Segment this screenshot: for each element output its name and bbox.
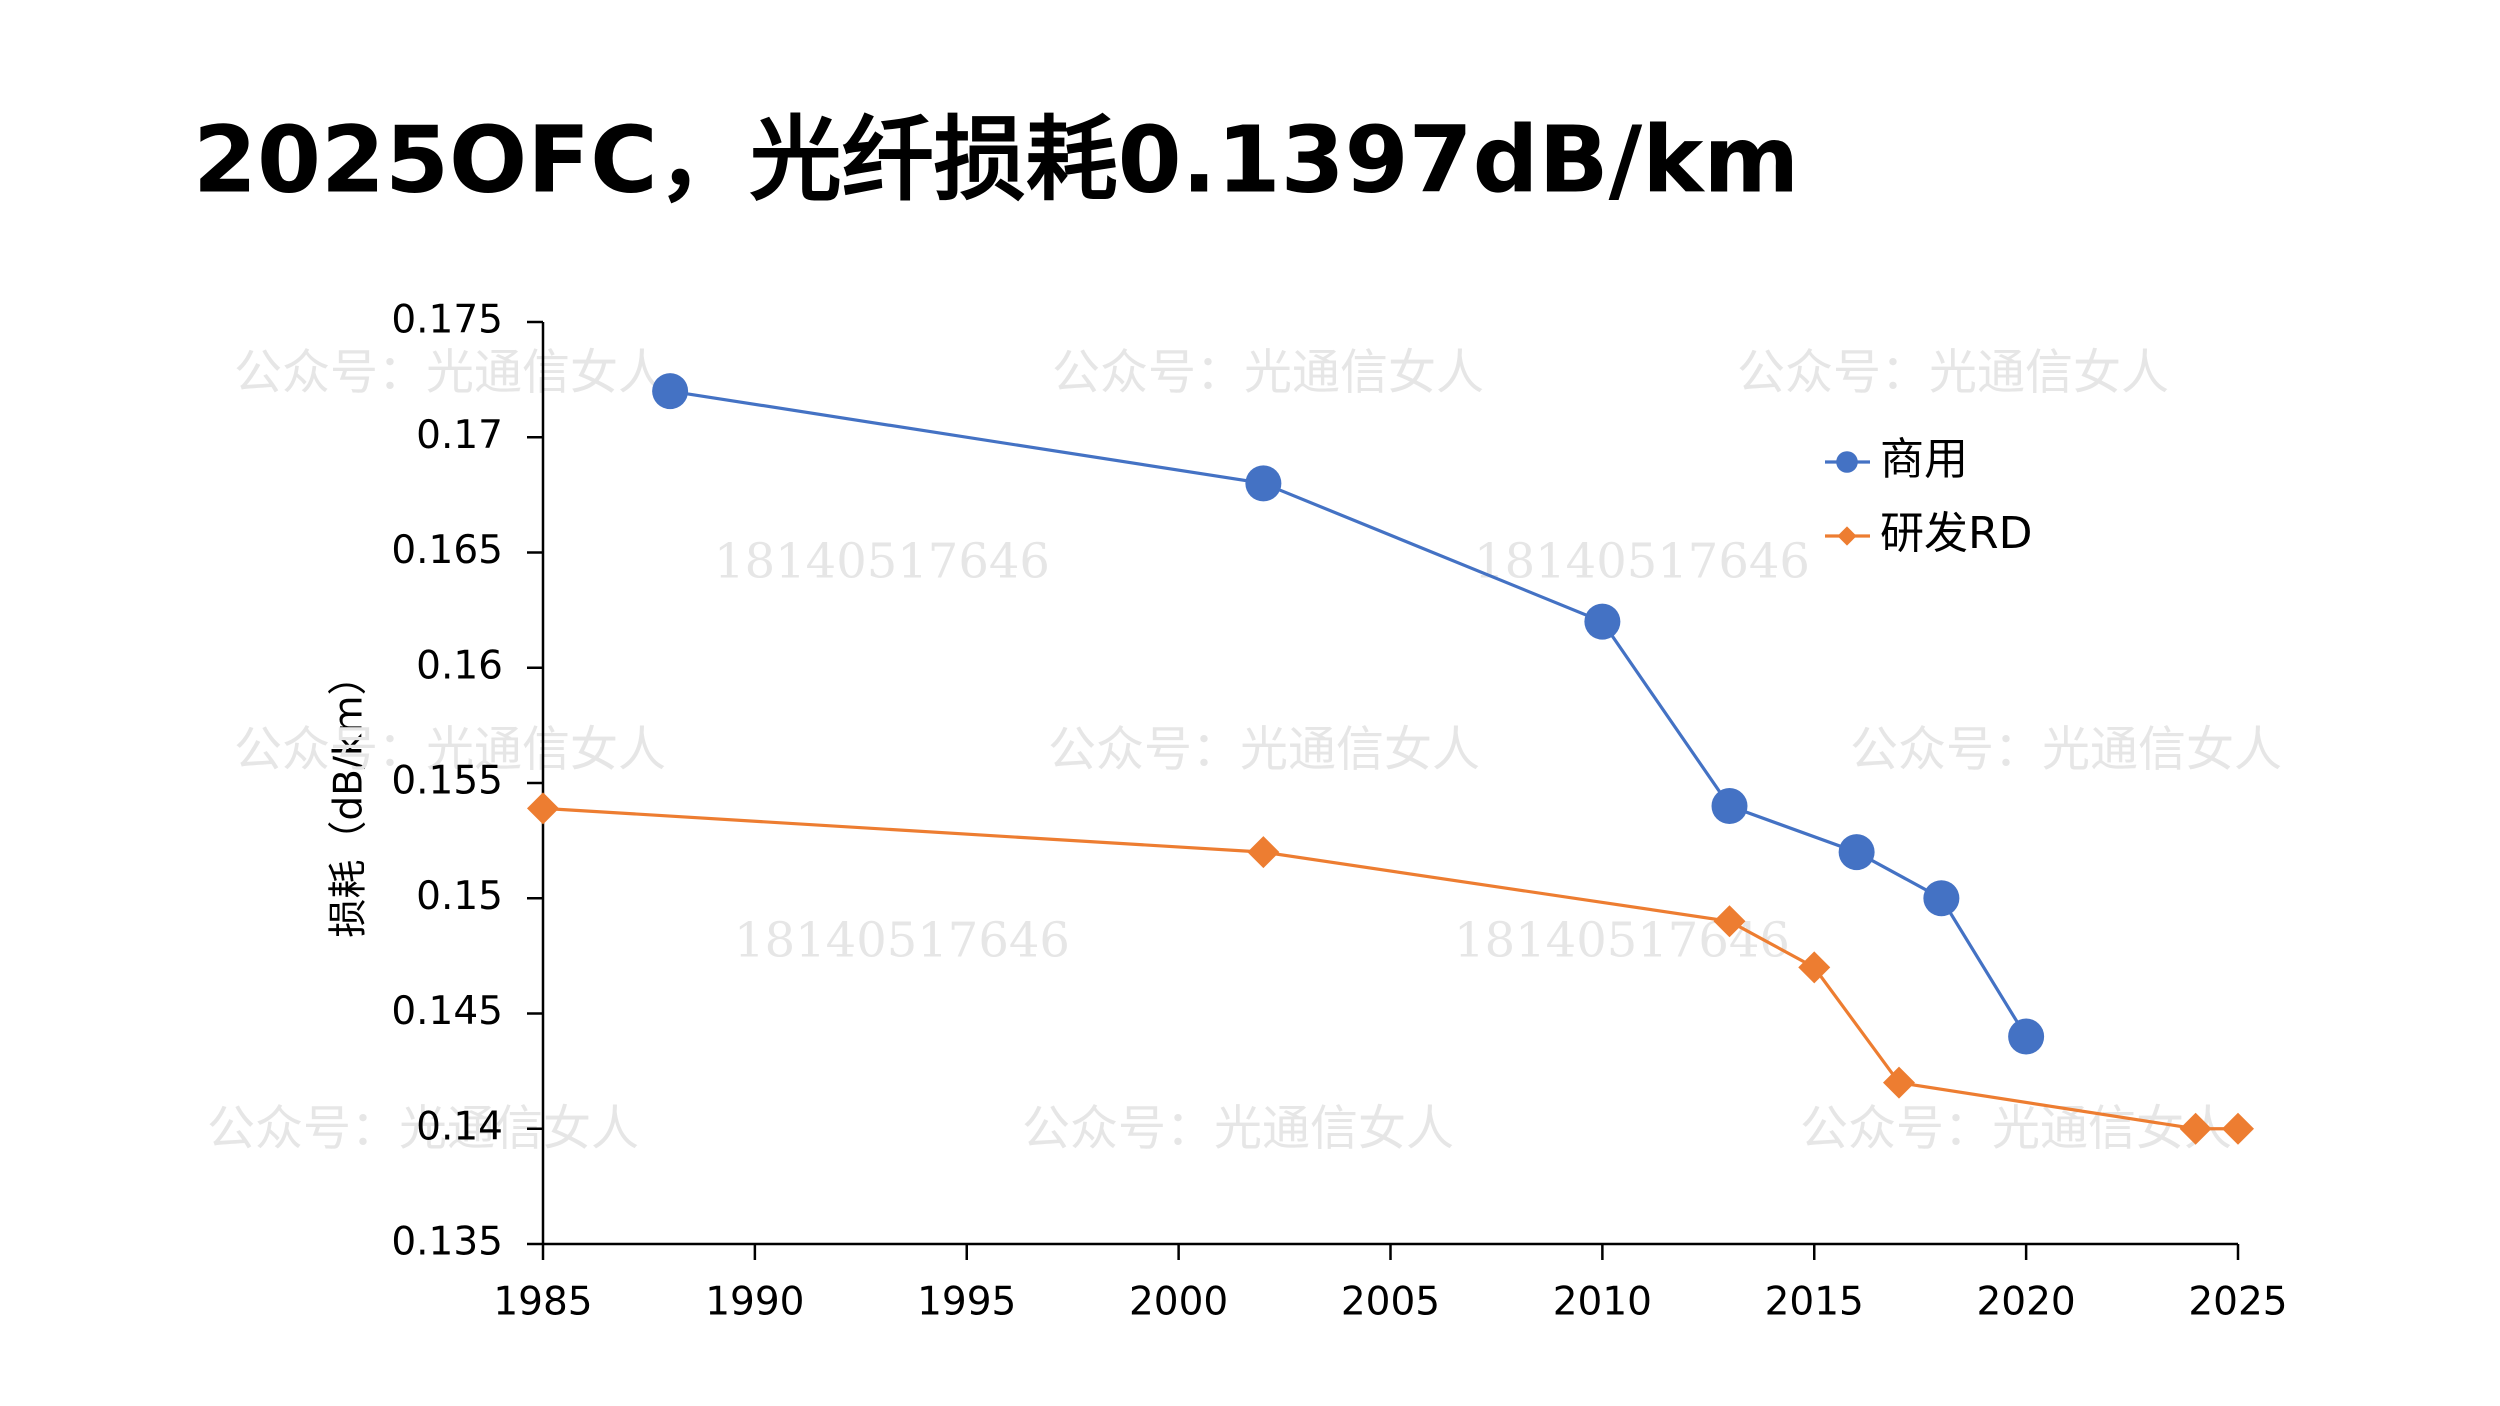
data-point: [1245, 465, 1282, 502]
watermark: 公众号：光通信女人: [1052, 345, 1484, 401]
x-tick-label: 2020: [1976, 1280, 2075, 1325]
data-point: [1923, 880, 1960, 917]
data-point: [1838, 834, 1875, 871]
legend-marker: [1836, 451, 1858, 473]
x-tick-label: 1990: [705, 1280, 804, 1325]
y-tick-label: 0.175: [391, 298, 503, 343]
data-point: [2222, 1112, 2254, 1145]
watermark: 公众号：光通信女人: [1048, 722, 1480, 778]
y-tick-label: 0.16: [416, 643, 503, 688]
x-tick-label: 2000: [1129, 1280, 1228, 1325]
watermark: 公众号：光通信女人: [1800, 1101, 2232, 1157]
y-tick-label: 0.15: [416, 874, 503, 919]
watermark: 公众号：光通信女人: [207, 1101, 639, 1157]
data-point: [1883, 1066, 1915, 1099]
chart-title: 2025OFC，光纤损耗0.1397dB/km: [193, 106, 1799, 213]
legend-label: 研发RD: [1880, 508, 2032, 559]
watermark: 公众号：光通信女人: [234, 722, 666, 778]
data-point: [2179, 1112, 2212, 1145]
watermark: 公众号：光通信女人: [1022, 1101, 1454, 1157]
data-point: [1247, 836, 1280, 869]
y-tick-label: 0.165: [391, 528, 503, 573]
x-tick-label: 1985: [493, 1280, 592, 1325]
x-tick-label: 2005: [1341, 1280, 1440, 1325]
x-tick-label: 2010: [1553, 1280, 1652, 1325]
data-point: [1711, 788, 1748, 825]
data-point: [1584, 603, 1621, 640]
data-point: [2008, 1018, 2045, 1055]
watermark: 公众号：光通信女人: [1737, 345, 2169, 401]
watermark: 18140517646: [1474, 534, 1810, 590]
y-tick-label: 0.135: [391, 1220, 503, 1265]
x-tick-label: 1995: [917, 1280, 1016, 1325]
watermark: 公众号：光通信女人: [1850, 722, 2282, 778]
y-tick-label: 0.155: [391, 759, 503, 804]
y-axis-label: 损耗（dB/km）: [327, 656, 372, 937]
y-tick-label: 0.17: [416, 413, 503, 458]
x-tick-label: 2015: [1765, 1280, 1864, 1325]
data-point: [652, 373, 689, 410]
x-tick-label: 2025: [2188, 1280, 2287, 1325]
data-point: [1713, 905, 1746, 938]
y-tick-label: 0.145: [391, 989, 503, 1034]
y-tick-label: 0.14: [416, 1104, 503, 1149]
data-point: [527, 792, 559, 825]
watermark: 18140517646: [734, 913, 1070, 969]
data-point: [1798, 951, 1831, 984]
watermark: 18140517646: [714, 534, 1050, 590]
watermark: 公众号：光通信女人: [234, 345, 666, 401]
legend-label: 商用: [1880, 434, 1968, 485]
